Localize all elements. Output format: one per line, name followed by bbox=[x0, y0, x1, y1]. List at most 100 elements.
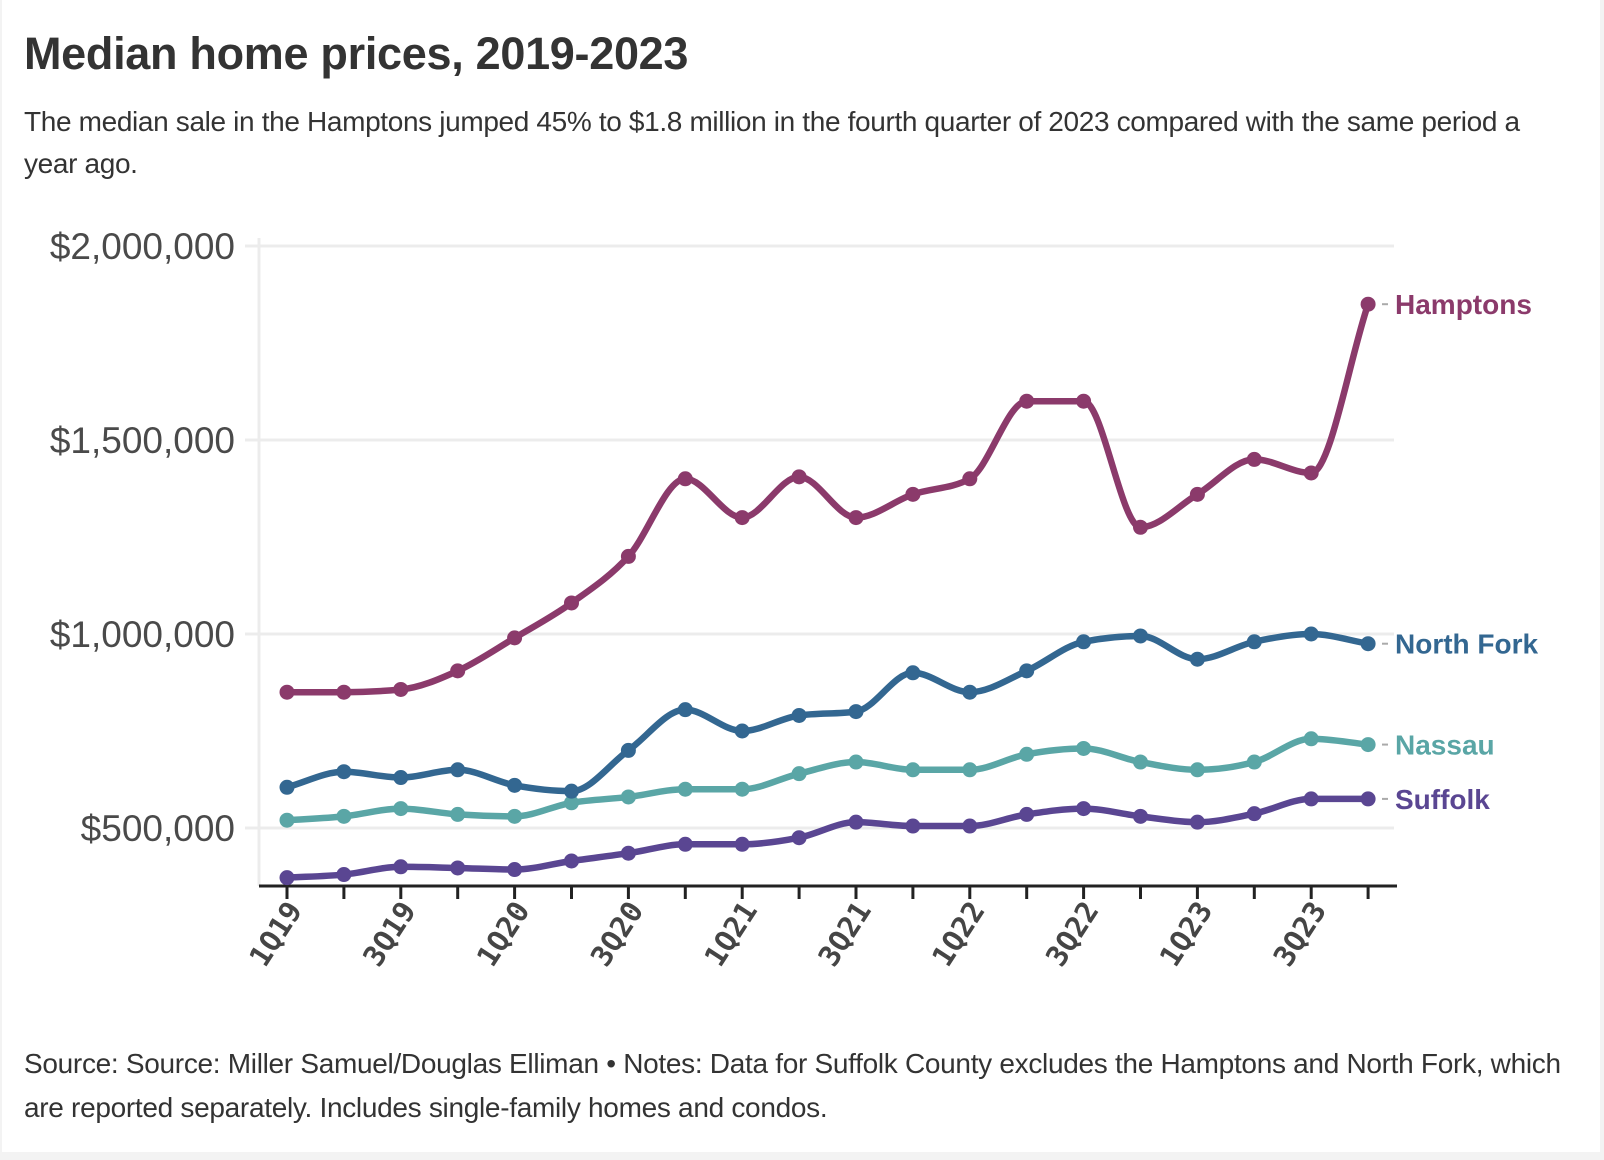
point-suffolk bbox=[1189, 814, 1205, 830]
point-suffolk bbox=[1019, 806, 1035, 822]
point-nassau bbox=[564, 795, 579, 811]
point-north-fork bbox=[1246, 634, 1262, 650]
point-nassau bbox=[393, 801, 409, 817]
point-hamptons bbox=[791, 469, 807, 485]
series-suffolk bbox=[279, 791, 1376, 886]
y-tick-label: $1,500,000 bbox=[50, 420, 235, 461]
point-suffolk bbox=[1076, 801, 1092, 817]
point-nassau bbox=[1076, 740, 1092, 756]
point-hamptons bbox=[1019, 393, 1035, 409]
line-chart: $500,000 $1,000,000 $1,500,000 $2,000,000 1… bbox=[50, 226, 1539, 972]
point-hamptons bbox=[1303, 465, 1319, 481]
point-nassau bbox=[1246, 754, 1262, 770]
point-suffolk bbox=[1246, 806, 1262, 822]
point-north-fork bbox=[279, 779, 295, 795]
point-north-fork bbox=[1133, 628, 1148, 644]
point-suffolk bbox=[791, 830, 807, 846]
y-tick-label: $500,000 bbox=[81, 808, 235, 849]
point-north-fork bbox=[905, 665, 921, 681]
point-hamptons bbox=[393, 681, 409, 697]
series-label-north-fork: North Fork bbox=[1395, 629, 1539, 660]
line-north-fork bbox=[283, 630, 1372, 795]
point-north-fork bbox=[564, 783, 579, 799]
point-north-fork bbox=[791, 707, 807, 723]
point-suffolk bbox=[564, 853, 579, 869]
x-tick-label: 1Q20 bbox=[470, 895, 537, 972]
point-nassau bbox=[734, 781, 750, 797]
series-label-nassau: Nassau bbox=[1395, 730, 1495, 761]
gridlines bbox=[245, 238, 1394, 886]
series-nassau bbox=[279, 731, 1376, 828]
point-nassau bbox=[1189, 762, 1205, 778]
x-tick-label: 1Q23 bbox=[1153, 895, 1220, 972]
series-hamptons bbox=[279, 296, 1376, 700]
point-nassau bbox=[848, 754, 864, 770]
series-north-fork bbox=[279, 626, 1376, 799]
point-north-fork bbox=[393, 770, 409, 786]
point-suffolk bbox=[393, 859, 409, 875]
point-suffolk bbox=[962, 818, 978, 834]
x-tick-label: 3Q19 bbox=[356, 895, 423, 972]
point-nassau bbox=[1303, 731, 1319, 747]
point-north-fork bbox=[1360, 636, 1376, 652]
point-suffolk bbox=[450, 860, 466, 876]
line-nassau bbox=[283, 735, 1372, 824]
series-labels: Hamptons North Fork Nassau Suffolk bbox=[1382, 289, 1539, 815]
series-label-hamptons: Hamptons bbox=[1395, 289, 1532, 320]
x-tick-label: 3Q23 bbox=[1267, 895, 1334, 972]
x-tick-label: 3Q20 bbox=[584, 895, 651, 972]
point-suffolk bbox=[336, 867, 352, 883]
point-nassau bbox=[905, 762, 921, 778]
x-tick-label: 1Q21 bbox=[698, 895, 765, 972]
point-north-fork bbox=[848, 704, 864, 720]
source-notes: Source: Source: Miller Samuel/Douglas El… bbox=[24, 1048, 1561, 1123]
point-suffolk bbox=[1360, 791, 1376, 807]
point-nassau bbox=[1019, 746, 1035, 762]
point-nassau bbox=[507, 808, 523, 824]
y-axis: $500,000 $1,000,000 $1,500,000 $2,000,000 bbox=[50, 226, 235, 849]
point-north-fork bbox=[1076, 634, 1092, 650]
point-nassau bbox=[962, 762, 978, 778]
point-north-fork bbox=[507, 777, 523, 793]
point-hamptons bbox=[1133, 519, 1148, 535]
point-nassau bbox=[677, 781, 693, 797]
point-nassau bbox=[450, 806, 466, 822]
point-north-fork bbox=[1303, 626, 1319, 642]
y-tick-label: $2,000,000 bbox=[50, 226, 235, 267]
point-suffolk bbox=[848, 814, 864, 830]
point-hamptons bbox=[507, 630, 523, 646]
point-hamptons bbox=[336, 684, 352, 700]
point-hamptons bbox=[1360, 296, 1376, 312]
point-suffolk bbox=[1303, 791, 1319, 807]
y-tick-label: $1,000,000 bbox=[50, 614, 235, 655]
point-suffolk bbox=[734, 836, 750, 852]
point-hamptons bbox=[450, 663, 466, 679]
point-suffolk bbox=[1133, 808, 1148, 824]
point-north-fork bbox=[734, 723, 750, 739]
point-north-fork bbox=[336, 764, 352, 780]
point-suffolk bbox=[507, 862, 523, 878]
point-hamptons bbox=[564, 595, 579, 611]
chart-title: Median home prices, 2019-2023 bbox=[24, 28, 689, 79]
point-nassau bbox=[279, 812, 295, 828]
x-tick-label: 3Q22 bbox=[1039, 895, 1106, 972]
x-tick-label: 3Q21 bbox=[811, 895, 878, 972]
point-hamptons bbox=[905, 486, 921, 502]
point-nassau bbox=[336, 808, 352, 824]
point-north-fork bbox=[620, 742, 636, 758]
point-north-fork bbox=[1189, 651, 1205, 667]
point-hamptons bbox=[1076, 393, 1092, 409]
x-tick-label: 1Q19 bbox=[242, 895, 309, 972]
point-hamptons bbox=[962, 471, 978, 487]
point-nassau bbox=[1133, 754, 1148, 770]
point-hamptons bbox=[848, 510, 864, 526]
point-hamptons bbox=[734, 510, 750, 526]
point-hamptons bbox=[620, 548, 636, 564]
point-hamptons bbox=[279, 684, 295, 700]
point-nassau bbox=[1360, 737, 1376, 753]
point-suffolk bbox=[620, 845, 636, 861]
series-label-suffolk: Suffolk bbox=[1395, 784, 1490, 815]
x-axis: 1Q19 3Q19 1Q20 3Q20 1Q21 3Q21 1Q22 3Q22 1Q23 3Q23 bbox=[242, 884, 1397, 972]
point-suffolk bbox=[905, 818, 921, 834]
